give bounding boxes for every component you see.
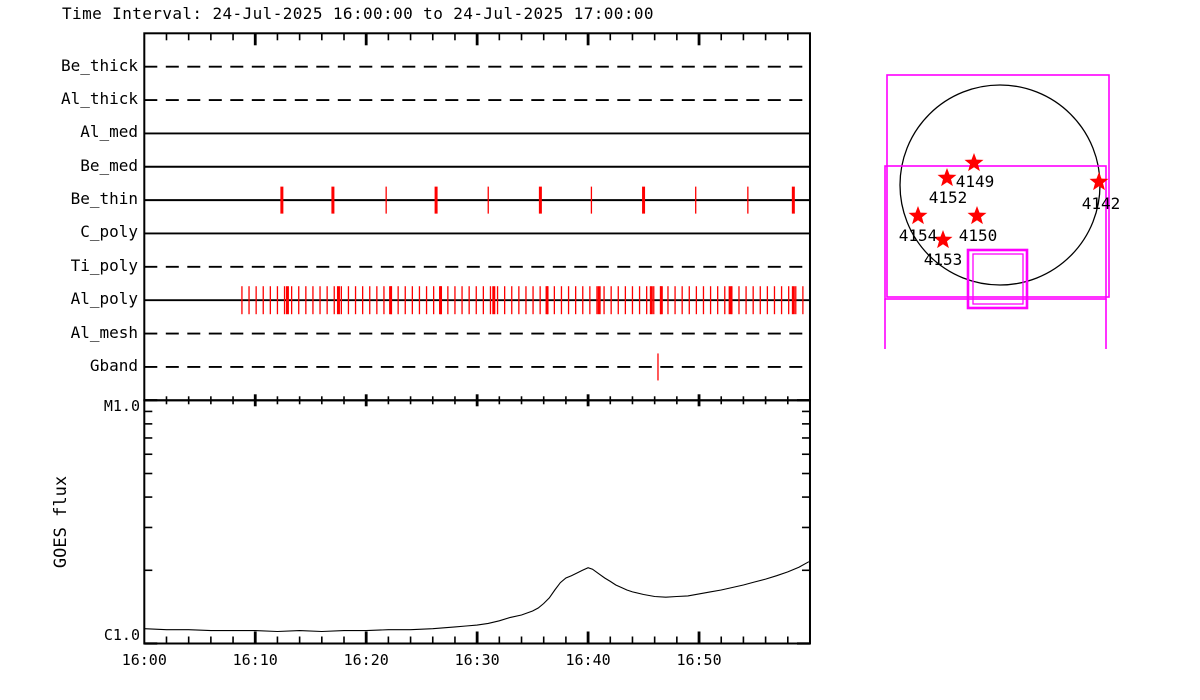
fov-box-2 (966, 248, 1029, 310)
active-region-star-4149 (964, 153, 984, 172)
active-region-label-4154: 4154 (898, 226, 938, 245)
x-tick-label: 16:00 (121, 651, 167, 669)
active-region-star-4153 (933, 230, 953, 249)
goes-panel-frame (143, 399, 811, 645)
filter-panel-frame (143, 32, 811, 402)
row-label-Be_thick: Be_thick (60, 55, 138, 75)
active-region-star-4152 (937, 168, 957, 187)
row-label-Al_poly: Al_poly (70, 289, 138, 309)
y-tick-label-bottom: C1.0 (103, 626, 140, 644)
active-region-label-4153: 4153 (923, 250, 963, 269)
row-label-Al_med: Al_med (80, 122, 138, 142)
active-region-star-4150 (967, 206, 987, 225)
active-region-star-4142 (1089, 172, 1109, 191)
goes-flux-curve (144, 561, 810, 633)
goes-y-axis-label: GOES flux (51, 475, 72, 569)
fov-box-1 (884, 165, 1107, 300)
row-label-Ti_poly: Ti_poly (70, 255, 138, 275)
fov-box-3 (972, 253, 1024, 305)
active-region-label-4149: 4149 (955, 172, 995, 191)
page-title: Time Interval: 24-Jul-2025 16:00:00 to 2… (62, 4, 654, 23)
active-region-label-4150: 4150 (958, 226, 998, 245)
x-tick-label: 16:50 (676, 651, 722, 669)
x-tick-label: 16:20 (343, 651, 389, 669)
fov-box-0 (886, 74, 1110, 298)
row-label-Be_med: Be_med (80, 155, 138, 175)
y-tick-label-top: M1.0 (103, 397, 140, 415)
active-region-label-4152: 4152 (928, 188, 968, 207)
row-label-Al_mesh: Al_mesh (70, 322, 138, 342)
x-tick-label: 16:30 (454, 651, 500, 669)
row-label-Gband: Gband (89, 355, 138, 375)
row-label-C_poly: C_poly (80, 222, 138, 242)
row-label-Al_thick: Al_thick (60, 89, 138, 109)
active-region-star-4154 (908, 206, 928, 225)
x-tick-label: 16:10 (232, 651, 278, 669)
row-label-Be_thin: Be_thin (70, 189, 138, 209)
active-region-label-4142: 4142 (1081, 194, 1121, 213)
x-tick-label: 16:40 (565, 651, 611, 669)
